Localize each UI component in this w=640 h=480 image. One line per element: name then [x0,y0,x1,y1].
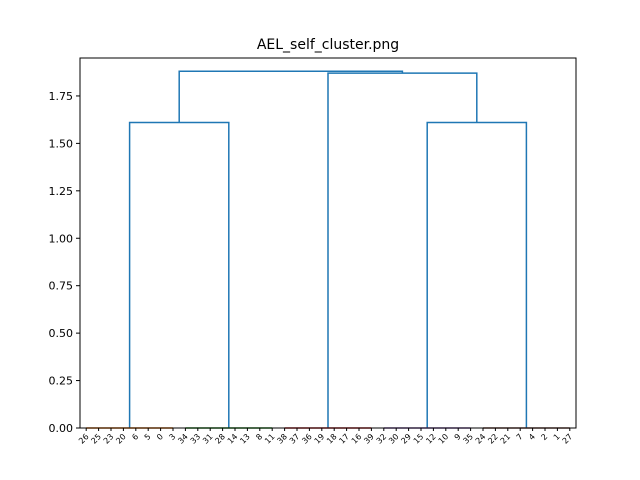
leaf-label: 2 [539,432,549,442]
leaf-label: 3 [167,432,177,442]
leaf-label: 0 [155,432,165,442]
dendrogram-link [327,72,478,428]
y-tick-label: 0.00 [49,422,74,435]
leaf-label: 1 [552,432,562,442]
y-tick-label: 0.25 [49,375,74,388]
leaf-label: 4 [527,432,537,442]
dendrogram-links [128,70,528,428]
y-axis: 0.00 0.25 0.50 0.75 1.00 1.25 1.50 1.75 [49,90,80,435]
leaf-label: 9 [453,432,463,442]
y-tick-label: 1.00 [49,232,74,245]
chart-title: AEL_self_cluster.png [257,37,399,53]
y-tick-label: 1.25 [49,185,74,198]
plot-frame [79,57,577,429]
leaf-label: 6 [130,432,140,442]
y-tick-label: 0.75 [49,280,74,293]
leaf-label: 5 [143,432,153,442]
dendrogram-link [426,121,528,428]
leaf-label: 7 [515,432,525,442]
dendrogram-link [128,121,230,428]
y-tick-label: 1.75 [49,90,74,103]
y-tick-label: 0.50 [49,327,74,340]
leaf-label: 8 [254,432,264,442]
dendrogram-link [178,70,404,123]
y-tick-label: 1.50 [49,137,74,150]
